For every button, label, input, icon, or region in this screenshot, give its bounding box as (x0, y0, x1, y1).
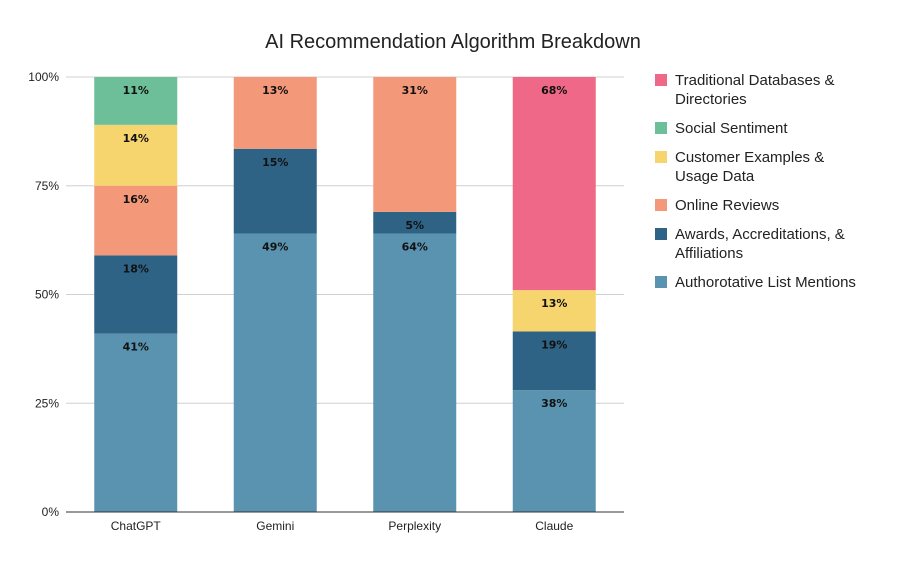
data-label: 68% (541, 84, 567, 97)
bar-segment (512, 331, 596, 391)
bar-segment (94, 333, 178, 512)
legend-swatch (655, 122, 667, 134)
legend-label: Social Sentiment (675, 120, 788, 137)
bar-segment (512, 290, 596, 332)
bar-segment (373, 211, 457, 234)
data-label: 18% (123, 262, 149, 275)
legend-label: Online Reviews (675, 197, 779, 214)
legend-item: Customer Examples & Usage Data (655, 149, 824, 185)
legend-swatch (655, 199, 667, 211)
legend-swatch (655, 151, 667, 163)
bar-segment (512, 390, 596, 512)
data-label: 16% (123, 193, 149, 206)
legend-swatch (655, 74, 667, 86)
bars (94, 77, 596, 512)
bar-segment (94, 255, 178, 334)
data-label: 15% (262, 156, 288, 169)
bar-segment (233, 77, 317, 149)
y-tick-label: 0% (42, 505, 60, 519)
legend-label: Customer Examples & (675, 149, 824, 166)
chart-title: AI Recommendation Algorithm Breakdown (265, 31, 641, 53)
data-label: 41% (123, 341, 149, 354)
legend-swatch (655, 276, 667, 288)
legend-item: Traditional Databases & Directories (655, 72, 835, 108)
legend-label: Authorotative List Mentions (675, 274, 856, 291)
legend: Traditional Databases & Directories Social… (655, 72, 856, 291)
x-tick-label: ChatGPT (111, 519, 162, 533)
data-label: 49% (262, 241, 288, 254)
legend-label: Awards, Accreditations, & (675, 226, 845, 243)
legend-item: Social Sentiment (655, 120, 788, 137)
axes: 0% 25% 50% 75% 100% ChatGPT Gemini Perplexity Cl… (28, 70, 624, 533)
legend-item: Authorotative List Mentions (655, 274, 856, 291)
y-tick-label: 100% (28, 70, 59, 84)
bar-segment (373, 233, 457, 512)
bar-segment (512, 77, 596, 291)
x-tick-label: Gemini (256, 519, 294, 533)
data-label: 13% (262, 84, 288, 97)
legend-label: Traditional Databases & (675, 72, 835, 89)
legend-item: Online Reviews (655, 197, 779, 214)
legend-item: Awards, Accreditations, & Affiliations (655, 226, 845, 262)
y-tick-label: 25% (35, 396, 59, 410)
bar-segment (233, 148, 317, 234)
legend-swatch (655, 228, 667, 240)
data-label: 13% (541, 297, 567, 310)
legend-label: Directories (675, 91, 747, 108)
y-tick-label: 75% (35, 179, 59, 193)
data-labels: 41% 18% 16% 14% 11% 49% 15% 13% 64% 5% 31% 38% 19% 13… (123, 84, 568, 410)
data-label: 38% (541, 397, 567, 410)
data-label: 64% (402, 241, 428, 254)
x-tick-label: Claude (535, 519, 573, 533)
bar-segment (94, 124, 178, 186)
bar-segment (94, 185, 178, 256)
bar-segment (373, 77, 457, 212)
bar-segment (233, 233, 317, 512)
legend-label: Affiliations (675, 245, 743, 262)
data-label: 11% (123, 84, 149, 97)
legend-label: Usage Data (675, 168, 755, 185)
data-label: 19% (541, 338, 567, 351)
bar-segment (94, 77, 178, 125)
data-label: 5% (405, 219, 424, 232)
data-label: 14% (123, 132, 149, 145)
y-tick-label: 50% (35, 288, 59, 302)
x-tick-label: Perplexity (388, 519, 441, 533)
data-label: 31% (402, 84, 428, 97)
